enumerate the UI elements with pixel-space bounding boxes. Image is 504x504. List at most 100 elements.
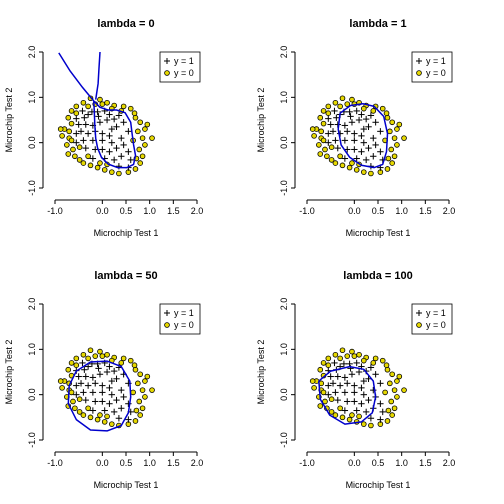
point-y1: [372, 371, 379, 378]
point-y1: [372, 119, 379, 126]
point-y1: [106, 132, 113, 140]
y-axis-label: Microchip Test 2: [256, 340, 266, 405]
point-y0: [372, 355, 379, 362]
x-axis-label: Microchip Test 1: [346, 480, 411, 490]
point-y1: [92, 398, 99, 405]
point-y1: [73, 139, 80, 146]
point-y0: [70, 398, 76, 405]
point-y1: [120, 119, 127, 126]
point-y1: [110, 408, 118, 416]
point-y0: [73, 355, 80, 362]
point-y0: [384, 366, 391, 373]
point-y0: [337, 355, 343, 362]
point-y0: [149, 135, 155, 141]
point-y1: [334, 144, 341, 152]
point-y1: [84, 363, 92, 370]
point-y0: [139, 135, 146, 141]
point-y0: [135, 380, 141, 387]
point-y0: [396, 121, 403, 128]
point-y1: [379, 408, 386, 416]
point-y1: [351, 398, 358, 405]
point-y1: [331, 107, 338, 115]
point-y0: [387, 128, 393, 135]
point-y1: [75, 121, 82, 128]
legend-marker-y0: [164, 70, 170, 76]
point-y0: [130, 389, 136, 396]
point-y1: [348, 119, 356, 126]
point-y1: [73, 115, 80, 122]
legend-marker-y1: [164, 58, 170, 64]
y-tick-label: -1.0: [27, 180, 37, 196]
point-y0: [76, 157, 83, 163]
point-y0: [349, 412, 355, 418]
point-y0: [394, 394, 400, 400]
point-y1: [327, 121, 334, 128]
point-y0: [320, 360, 327, 366]
x-tick-label: 1.0: [143, 206, 156, 216]
point-y1: [81, 114, 88, 121]
point-y1: [370, 134, 377, 142]
chart-title: lambda = 50: [94, 270, 157, 282]
point-y1: [367, 364, 375, 371]
point-y0: [317, 114, 324, 121]
point-y1: [332, 137, 339, 144]
x-tick-label: 0.0: [348, 206, 361, 216]
point-y0: [337, 405, 343, 412]
point-y0: [109, 169, 115, 175]
point-y1: [113, 123, 120, 130]
x-tick-label: 1.5: [167, 206, 180, 216]
point-y0: [349, 96, 355, 103]
point-y1: [325, 382, 332, 389]
point-y0: [73, 362, 80, 368]
legend: y = 1 y = 0: [411, 303, 453, 335]
point-y0: [394, 142, 400, 148]
point-y1: [113, 144, 120, 152]
point-y0: [132, 418, 139, 424]
point-y1: [332, 389, 339, 396]
point-y0: [59, 385, 65, 391]
point-y1: [367, 415, 375, 422]
point-y0: [383, 110, 390, 116]
y-tick-label: 0.0: [27, 136, 37, 149]
point-y0: [339, 414, 346, 421]
point-y1: [125, 148, 132, 155]
point-y0: [57, 126, 64, 132]
point-y0: [65, 151, 72, 157]
legend: y = 1 y = 0: [411, 51, 453, 83]
point-y0: [389, 119, 396, 126]
point-y1: [110, 156, 118, 164]
x-tick-label: 1.5: [419, 458, 432, 468]
x-tick-label: 1.0: [143, 458, 156, 468]
point-y0: [142, 126, 148, 132]
point-y0: [384, 166, 391, 172]
y-axis-label: Microchip Test 2: [4, 88, 14, 153]
point-y1: [377, 416, 384, 423]
point-y1: [80, 389, 87, 396]
point-y1: [103, 116, 111, 124]
point-y0: [68, 137, 75, 144]
point-y1: [84, 382, 92, 389]
point-y1: [325, 115, 332, 122]
legend-label-y1: y = 1: [174, 308, 194, 318]
point-y0: [346, 164, 353, 171]
point-y0: [361, 357, 367, 364]
point-y0: [120, 103, 127, 110]
point-y1: [73, 130, 80, 137]
legend-box: [411, 51, 453, 83]
point-y1: [353, 407, 360, 414]
point-y1: [377, 128, 384, 135]
point-y0: [139, 153, 146, 160]
point-y1: [348, 371, 356, 378]
point-y0: [325, 355, 332, 362]
point-y1: [355, 116, 363, 124]
point-y1: [325, 130, 332, 137]
point-y0: [322, 398, 328, 405]
point-y1: [325, 139, 332, 146]
point-y0: [383, 362, 390, 368]
point-y0: [318, 128, 324, 135]
point-y0: [99, 101, 106, 107]
point-y1: [341, 155, 349, 162]
point-y0: [133, 407, 140, 414]
decision-boundary-branch: [94, 51, 101, 100]
point-y1: [346, 108, 353, 116]
